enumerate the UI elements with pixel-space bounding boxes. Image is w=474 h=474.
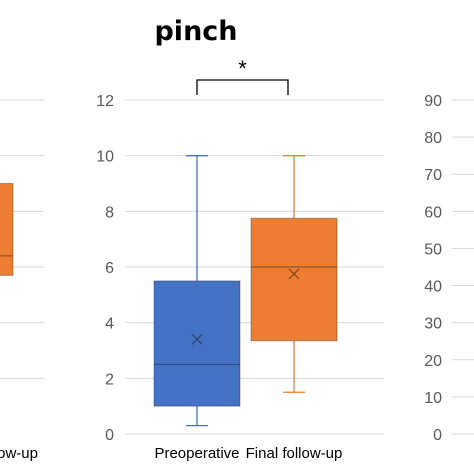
y-tick-label: 80 [424, 130, 442, 147]
y-tick-label: 50 [424, 241, 442, 258]
significance-bracket [196, 79, 289, 95]
y-tick-label: 40 [424, 279, 442, 296]
y-tick-label: 10 [424, 390, 442, 407]
box-0-box [153, 280, 241, 407]
y-tick-label: 30 [424, 316, 442, 333]
right-panel: 0 10 20 30 40 50 60 70 80 90 [424, 93, 474, 444]
y-tick-label: 90 [424, 93, 442, 110]
category-label: Final follow-up [0, 445, 38, 462]
box-1-box [250, 217, 338, 342]
y-tick-label: 70 [424, 167, 442, 184]
left-box-0-box [0, 183, 14, 276]
category-label: Preoperative [154, 445, 239, 462]
category-label: Final follow-up [246, 445, 343, 462]
y-tick-label: 8 [105, 204, 114, 221]
pinch-panel: pinch 0 2 4 6 8 10 12 Preoperative Final follow-… [96, 16, 384, 462]
y-tick-label: 0 [433, 427, 442, 444]
y-tick-label: 20 [424, 353, 442, 370]
y-tick-label: 6 [105, 260, 114, 277]
y-tick-label: 60 [424, 204, 442, 221]
significance-marker: * [238, 56, 247, 81]
y-tick-label: 12 [96, 93, 114, 110]
y-tick-label: 10 [96, 149, 114, 166]
y-tick-label: 2 [105, 371, 114, 388]
left-panel: Final follow-up [0, 99, 44, 462]
box-1-mean-marker [288, 268, 300, 280]
y-tick-label: 4 [105, 316, 114, 333]
box-0-mean-marker [191, 333, 203, 345]
chart-title: pinch [154, 16, 237, 47]
y-tick-label: 0 [105, 427, 114, 444]
